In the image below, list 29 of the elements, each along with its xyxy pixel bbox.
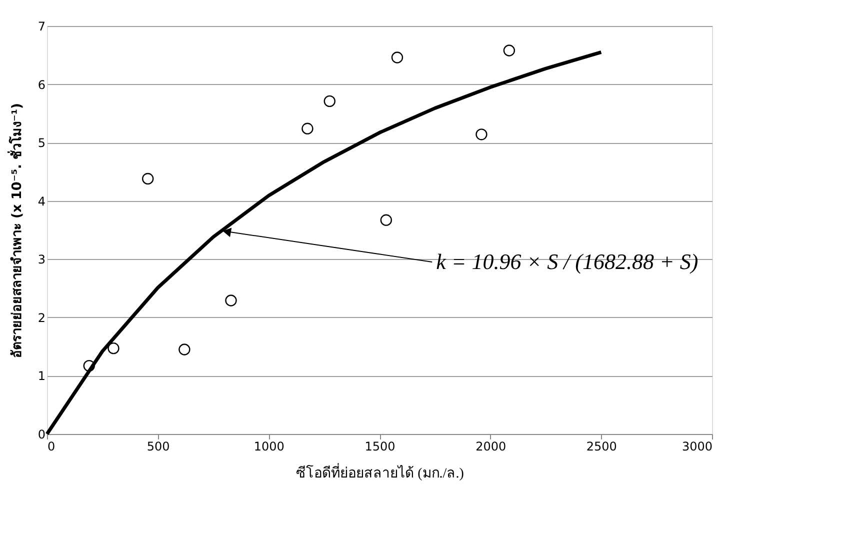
x-tick-label: 3000 <box>682 440 712 454</box>
y-axis-title: อัตรายย่อยสลายจำเพาะ (x 10⁻⁵. ชั่วโมง⁻¹) <box>6 103 25 358</box>
y-tick-label: 3 <box>38 252 46 267</box>
y-tick-label: 0 <box>38 428 46 442</box>
x-tick-label: 1500 <box>364 440 396 454</box>
x-tick-label: 2000 <box>476 440 506 454</box>
y-tick-label: 6 <box>38 78 46 92</box>
point <box>503 44 516 56</box>
y-tick-label: 7 <box>38 20 46 34</box>
x-tick-label: 0 <box>48 440 56 454</box>
x-axis-title: ซีโอดีที่ย่อยสลายได้ (มก./ล.) <box>296 464 464 482</box>
x-tick-label: 1000 <box>254 440 284 454</box>
x-tick-label: 500 <box>146 440 170 454</box>
point <box>380 214 392 226</box>
point <box>225 294 237 306</box>
y-tick-label: 5 <box>38 136 46 150</box>
point <box>302 122 314 134</box>
annotation: k = 10.96 × S / (1682.88 + S) <box>436 249 698 274</box>
point <box>142 172 154 185</box>
x-tick-label: 2500 <box>586 440 617 454</box>
point <box>108 342 120 354</box>
point <box>324 95 336 108</box>
point <box>178 344 190 356</box>
point <box>83 360 95 372</box>
point <box>476 128 488 140</box>
y-tick-label: 2 <box>38 310 46 325</box>
y-tick-label: 1 <box>38 369 46 384</box>
y-tick-label: 4 <box>38 194 46 208</box>
point <box>391 52 404 64</box>
